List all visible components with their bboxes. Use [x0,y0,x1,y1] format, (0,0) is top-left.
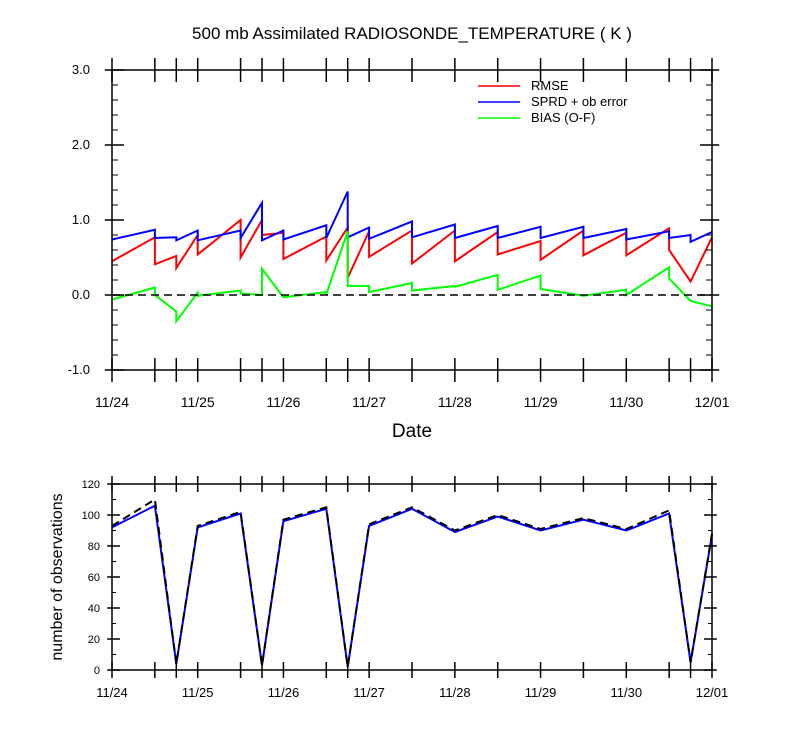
x-tick-label: 11/30 [610,685,642,700]
x-tick-label: 11/26 [268,685,300,700]
bottom-chart-frame [111,483,713,671]
y-tick-label: 40 [88,603,100,615]
x-tick-label: 11/28 [439,685,471,700]
series-line-sprd-ob-error [111,191,713,244]
y-tick-label: 80 [88,541,100,553]
y-tick-label: 20 [88,634,100,646]
bottom-chart-y-tick-labels: 0 20 40 60 80 100 120 [82,479,100,677]
x-tick-label: 11/29 [525,685,557,700]
x-tick-label: 11/24 [96,685,128,700]
top-chart-y-tick-labels: -1.0 0.0 1.0 2.0 3.0 [68,62,90,377]
rmse-spread-bias-chart: 500 mb Assimilated RADIOSONDE_TEMPERATUR… [68,24,730,442]
y-tick-label: 100 [82,510,100,522]
x-tick-label: 11/25 [181,394,215,410]
x-tick-label: 11/25 [182,685,214,700]
x-tick-label: 11/26 [266,394,300,410]
series-line-used [111,504,713,668]
series-line-bias-o-f [111,230,713,325]
x-axis-title: Date [392,421,432,442]
chart-title: 500 mb Assimilated RADIOSONDE_TEMPERATUR… [192,24,632,43]
legend: RMSE SPRD + ob error BIAS (O-F) [478,78,628,125]
legend-entry-bias: BIAS (O-F) [478,110,595,125]
x-tick-label: 12/01 [696,685,729,700]
y-tick-label: 2.0 [72,137,90,152]
y-tick-label: 1.0 [72,212,90,227]
legend-label-bias: BIAS (O-F) [531,110,595,125]
bottom-chart-series-group [111,497,713,668]
y-tick-label: 0.0 [72,287,90,302]
x-tick-label: 11/30 [609,394,643,410]
y-tick-label: 3.0 [72,62,90,77]
y-tick-label: -1.0 [68,362,90,377]
legend-label-rmse: RMSE [531,78,569,93]
top-chart-series-group [111,191,713,325]
y-tick-label: 120 [82,479,100,491]
x-tick-label: 11/24 [95,394,129,410]
top-chart-frame [111,69,713,371]
top-chart-x-tick-labels: 11/24 11/25 11/26 11/27 11/28 11/29 11/30 12/01 [95,394,730,410]
x-tick-label: 11/27 [352,394,386,410]
bottom-chart-x-tick-labels: 11/24 11/25 11/26 11/27 11/28 11/29 11/30 12/01 [96,685,728,700]
x-tick-label: 11/28 [438,394,472,410]
x-tick-label: 11/27 [353,685,385,700]
legend-entry-spread: SPRD + ob error [478,94,628,109]
x-tick-label: 11/29 [524,394,558,410]
y-tick-label: 0 [94,665,100,677]
x-tick-label: 12/01 [694,394,729,410]
y-axis-title-observations: number of observations [49,493,66,660]
legend-entry-rmse: RMSE [478,78,569,93]
series-line-possible [111,497,713,668]
y-tick-label: 60 [88,572,100,584]
legend-label-spread: SPRD + ob error [531,94,628,109]
